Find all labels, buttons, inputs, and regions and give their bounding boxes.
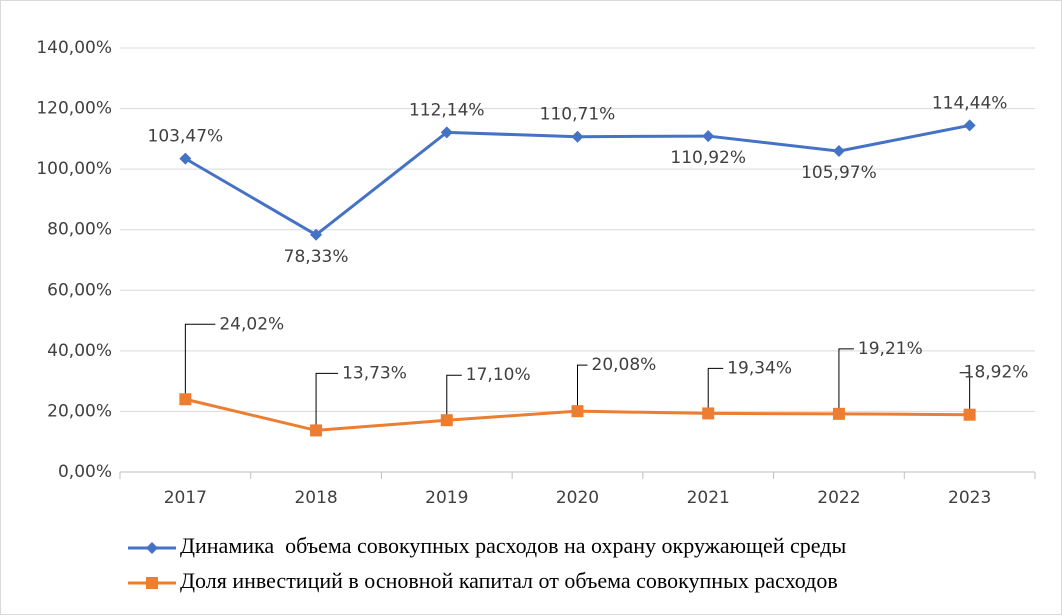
y-tick-label: 40,00% [47, 341, 112, 361]
marker [310, 228, 323, 241]
data-label: 13,73% [342, 363, 407, 383]
x-tick-label: 2021 [687, 488, 730, 508]
data-label: 18,92% [964, 363, 1029, 383]
marker [963, 408, 976, 421]
marker [832, 145, 845, 158]
data-label: 103,47% [148, 127, 224, 147]
marker [571, 130, 584, 143]
leader-line [959, 372, 971, 415]
data-label: 19,21% [858, 339, 923, 359]
leader-line [315, 372, 339, 431]
legend-marker [146, 577, 158, 589]
marker [702, 130, 715, 143]
leader-line [707, 367, 724, 414]
x-tick-label: 2019 [425, 488, 468, 508]
legend-label: Динамика объема совокупных расходов на о… [180, 533, 846, 558]
y-tick-label: 100,00% [36, 159, 112, 179]
marker [179, 393, 192, 406]
marker [179, 152, 192, 165]
marker [832, 407, 845, 420]
leader-line [838, 348, 854, 414]
y-tick-label: 20,00% [47, 401, 112, 421]
legend-label: Доля инвестиций в основной капитал от об… [180, 568, 838, 593]
leader-line [446, 374, 462, 421]
marker [702, 407, 715, 420]
data-label: 114,44% [932, 93, 1008, 113]
y-tick-label: 60,00% [47, 280, 112, 300]
legend-marker [146, 542, 158, 554]
data-label: 110,92% [670, 148, 746, 168]
data-label: 24,02% [219, 314, 284, 334]
data-label: 112,14% [409, 100, 485, 120]
y-tick-label: 120,00% [36, 99, 112, 119]
data-label: 19,34% [727, 358, 792, 378]
x-tick-label: 2020 [556, 488, 599, 508]
marker [310, 424, 323, 437]
leader-line [184, 323, 216, 400]
data-label: 20,08% [592, 355, 657, 375]
data-label: 78,33% [284, 247, 349, 267]
x-tick-label: 2023 [948, 488, 991, 508]
marker [440, 414, 453, 427]
x-tick-label: 2017 [164, 488, 207, 508]
leader-line [577, 364, 588, 412]
marker [963, 119, 976, 132]
data-label: 110,71% [540, 105, 616, 125]
y-tick-label: 0,00% [58, 462, 112, 482]
y-tick-label: 80,00% [47, 220, 112, 240]
x-tick-label: 2022 [817, 488, 860, 508]
y-tick-label: 140,00% [36, 38, 112, 58]
data-label: 17,10% [466, 365, 531, 385]
x-tick-label: 2018 [294, 488, 337, 508]
marker [571, 405, 584, 418]
marker [440, 126, 453, 139]
data-label: 105,97% [801, 163, 877, 183]
